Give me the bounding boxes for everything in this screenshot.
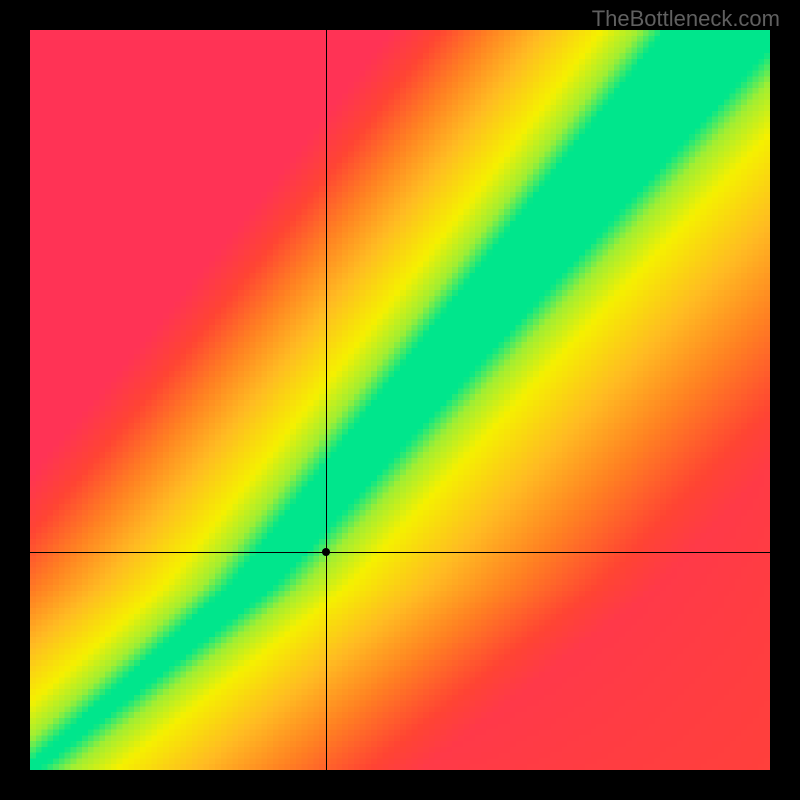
marker-dot: [322, 548, 330, 556]
heatmap-plot: [30, 30, 770, 770]
crosshair-horizontal: [30, 552, 770, 553]
heatmap-canvas: [30, 30, 770, 770]
watermark-text: TheBottleneck.com: [592, 6, 780, 32]
crosshair-vertical: [326, 30, 327, 770]
